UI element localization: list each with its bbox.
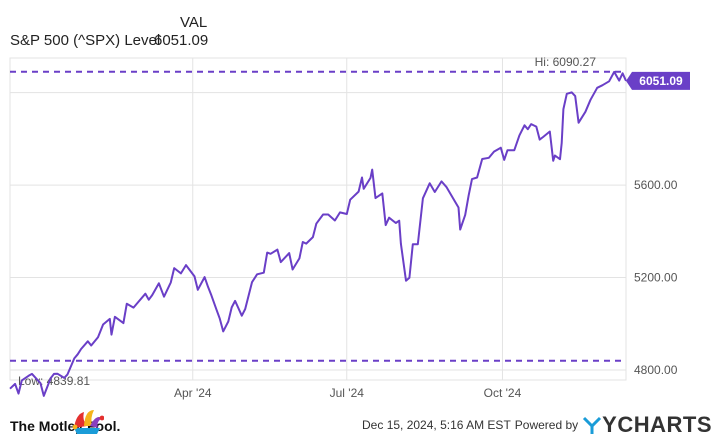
last-value-badge [626,71,690,90]
y-tick-label: 5600.00 [634,178,678,192]
ycharts-logo[interactable]: YCHARTS [582,412,712,438]
ycharts-mark-icon [583,416,602,434]
y-tick-label: 5200.00 [634,271,678,285]
series-value: 6051.09 [154,32,209,49]
series-label: S&P 500 (^SPX) Level [10,32,161,49]
jester-cap-icon [72,410,104,434]
x-tick-label: Oct '24 [484,386,522,400]
series-line [9,70,627,397]
column-title: VAL [180,14,208,31]
plot-area [9,57,627,381]
hi-label: Hi: 6090.27 [535,55,597,69]
timestamp: Dec 15, 2024, 5:16 AM EST [362,418,511,432]
motley-fool-logo: The Motley Fool. [0,404,160,440]
footer-attribution: Dec 15, 2024, 5:16 AM EST Powered by YCH… [362,412,712,438]
powered-by-label: Powered by [514,418,579,432]
y-tick-label: 4800.00 [634,363,678,377]
ycharts-wordmark: YCHARTS [602,412,712,437]
last-value-label: 6051.09 [639,74,683,88]
x-tick-label: Apr '24 [174,386,212,400]
x-tick-label: Jul '24 [330,386,365,400]
